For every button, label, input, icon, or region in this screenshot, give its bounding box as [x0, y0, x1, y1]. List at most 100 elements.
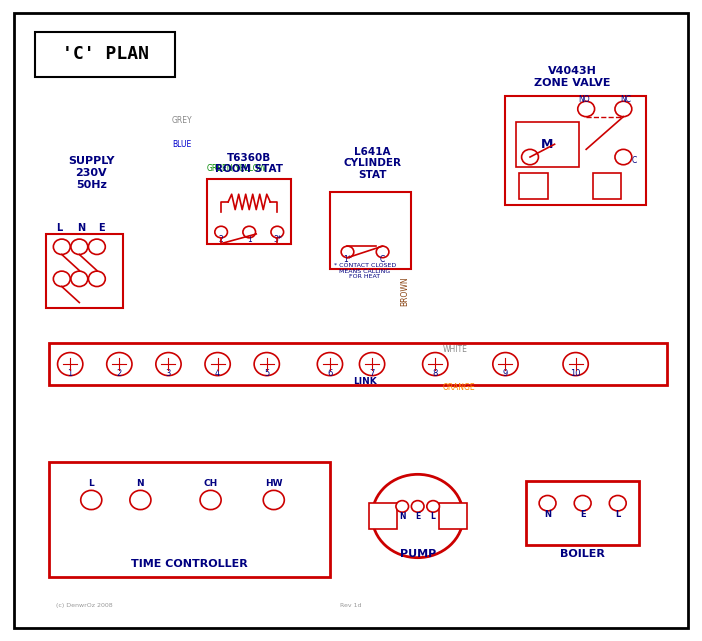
Text: GREEN/YELLOW: GREEN/YELLOW: [207, 163, 267, 172]
Text: L: L: [57, 222, 62, 233]
Text: 4: 4: [215, 369, 220, 378]
Circle shape: [427, 501, 439, 512]
Text: 3*: 3*: [273, 235, 282, 244]
FancyBboxPatch shape: [46, 234, 123, 308]
Text: SUPPLY
230V
50Hz: SUPPLY 230V 50Hz: [68, 156, 114, 190]
Text: 1: 1: [247, 235, 251, 244]
FancyBboxPatch shape: [369, 503, 397, 529]
Text: NO: NO: [578, 95, 590, 104]
FancyBboxPatch shape: [519, 173, 548, 199]
Circle shape: [563, 353, 588, 376]
Text: N: N: [137, 479, 144, 488]
Circle shape: [522, 149, 538, 165]
FancyBboxPatch shape: [516, 122, 579, 167]
Text: (c) DenwrOz 2008: (c) DenwrOz 2008: [56, 603, 113, 608]
FancyBboxPatch shape: [49, 462, 330, 577]
Circle shape: [609, 495, 626, 511]
Text: C: C: [632, 156, 637, 165]
Circle shape: [263, 490, 284, 510]
Circle shape: [411, 501, 424, 512]
Text: E: E: [415, 512, 420, 520]
Circle shape: [81, 490, 102, 510]
FancyBboxPatch shape: [505, 96, 646, 205]
Text: 6: 6: [327, 369, 333, 378]
Text: BROWN: BROWN: [400, 277, 409, 306]
Circle shape: [205, 353, 230, 376]
Text: BOILER: BOILER: [560, 549, 605, 560]
Circle shape: [372, 474, 463, 558]
Text: 8: 8: [432, 369, 438, 378]
Text: N: N: [77, 222, 85, 233]
Text: E: E: [98, 222, 105, 233]
Text: 2: 2: [117, 369, 122, 378]
FancyBboxPatch shape: [526, 481, 639, 545]
FancyBboxPatch shape: [593, 173, 621, 199]
Text: 10: 10: [571, 369, 581, 378]
Text: 1: 1: [67, 369, 73, 378]
Text: LINK: LINK: [353, 377, 377, 386]
FancyBboxPatch shape: [35, 32, 176, 77]
Text: L: L: [615, 510, 621, 519]
Circle shape: [200, 490, 221, 510]
FancyBboxPatch shape: [49, 343, 667, 385]
Text: ORANGE: ORANGE: [442, 383, 475, 392]
Circle shape: [53, 239, 70, 254]
Circle shape: [615, 149, 632, 165]
Circle shape: [396, 501, 409, 512]
FancyBboxPatch shape: [439, 503, 467, 529]
Text: PUMP: PUMP: [399, 549, 436, 560]
FancyBboxPatch shape: [330, 192, 411, 269]
Circle shape: [107, 353, 132, 376]
Text: CH: CH: [204, 479, 218, 488]
Text: C: C: [380, 255, 385, 264]
Circle shape: [130, 490, 151, 510]
Circle shape: [493, 353, 518, 376]
Circle shape: [539, 495, 556, 511]
Text: 1*: 1*: [343, 255, 352, 264]
Circle shape: [156, 353, 181, 376]
Circle shape: [58, 353, 83, 376]
Circle shape: [254, 353, 279, 376]
Text: M: M: [541, 138, 554, 151]
Circle shape: [71, 239, 88, 254]
Text: L641A
CYLINDER
STAT: L641A CYLINDER STAT: [343, 147, 401, 180]
Text: V4043H
ZONE VALVE: V4043H ZONE VALVE: [534, 66, 610, 88]
Text: 3: 3: [166, 369, 171, 378]
Circle shape: [215, 226, 227, 238]
Text: 2: 2: [219, 235, 223, 244]
Circle shape: [243, 226, 256, 238]
Text: GREY: GREY: [172, 116, 192, 125]
Text: 7: 7: [369, 369, 375, 378]
Text: NC: NC: [621, 95, 632, 104]
Circle shape: [423, 353, 448, 376]
Circle shape: [71, 271, 88, 287]
Text: * CONTACT CLOSED
MEANS CALLING
FOR HEAT: * CONTACT CLOSED MEANS CALLING FOR HEAT: [334, 263, 396, 279]
Circle shape: [615, 101, 632, 117]
Circle shape: [341, 246, 354, 258]
Text: TIME CONTROLLER: TIME CONTROLLER: [131, 559, 248, 569]
Text: BLUE: BLUE: [172, 140, 191, 149]
Circle shape: [88, 271, 105, 287]
Text: 9: 9: [503, 369, 508, 378]
Text: HW: HW: [265, 479, 282, 488]
Circle shape: [574, 495, 591, 511]
Text: N: N: [544, 510, 551, 519]
FancyBboxPatch shape: [207, 179, 291, 244]
Circle shape: [376, 246, 389, 258]
Circle shape: [359, 353, 385, 376]
Circle shape: [578, 101, 595, 117]
Circle shape: [317, 353, 343, 376]
Circle shape: [271, 226, 284, 238]
Text: L: L: [88, 479, 94, 488]
Text: L: L: [431, 512, 435, 520]
Text: 'C' PLAN: 'C' PLAN: [62, 46, 149, 63]
Text: T6360B
ROOM STAT: T6360B ROOM STAT: [216, 153, 283, 174]
Circle shape: [88, 239, 105, 254]
Text: N: N: [399, 512, 406, 520]
FancyBboxPatch shape: [14, 13, 688, 628]
Text: E: E: [580, 510, 585, 519]
Circle shape: [53, 271, 70, 287]
Text: WHITE: WHITE: [442, 345, 467, 354]
Text: Rev 1d: Rev 1d: [340, 603, 362, 608]
Text: 5: 5: [264, 369, 270, 378]
